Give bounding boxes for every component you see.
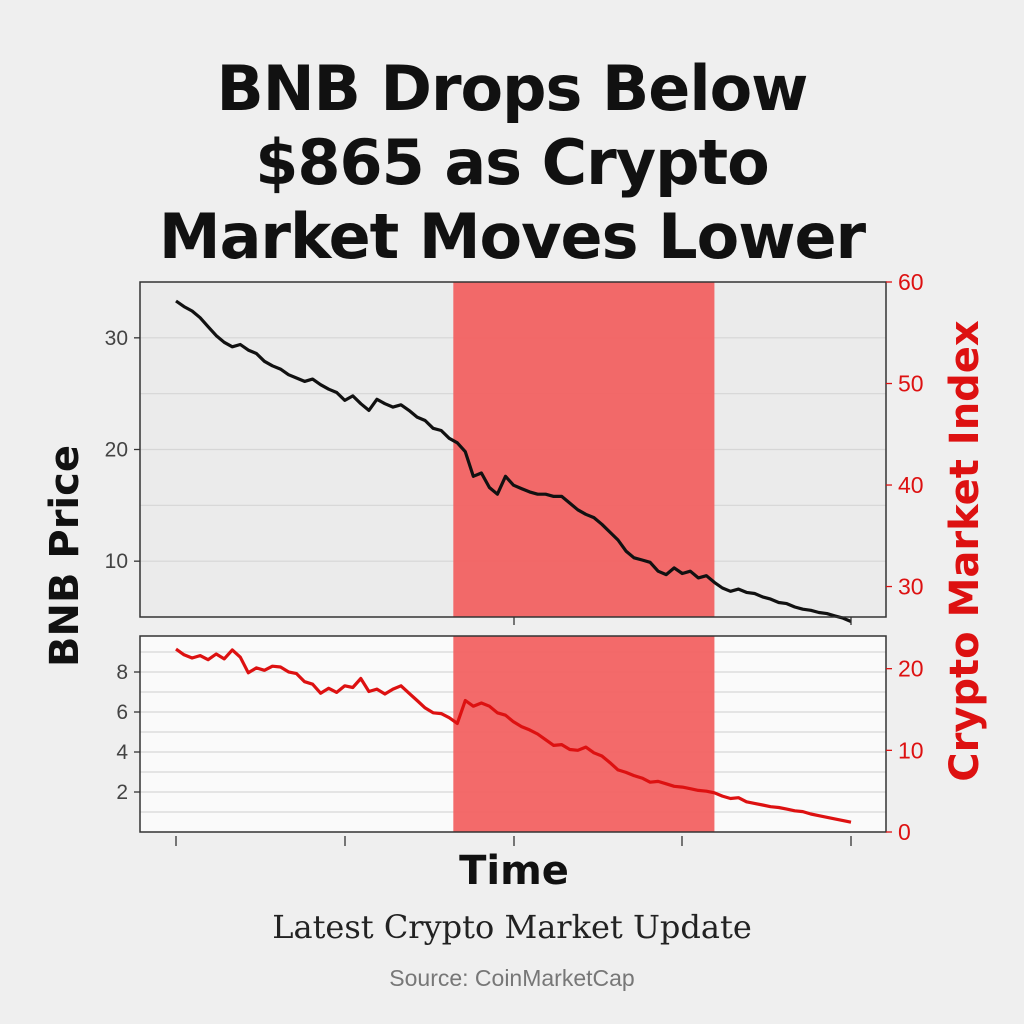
chart-title: BNB Drops Below $865 as Crypto Market Mo… (0, 52, 1024, 274)
top-highlight-band (453, 282, 715, 617)
bottom-panel-frame (139, 635, 887, 833)
y-axis-title-right: Crypto Market Index (942, 320, 988, 782)
bottom-right-tick-label: 10 (898, 737, 924, 763)
bottom-series-line (175, 647, 852, 824)
bottom-left-tick-label: 4 (116, 741, 128, 764)
title-line-1: BNB Drops Below (216, 52, 809, 125)
top-left-tick-label: 20 (105, 439, 128, 462)
bottom-left-tick-label: 8 (116, 661, 128, 684)
top-right-tick-label: 30 (898, 574, 924, 600)
source-note: Source: CoinMarketCap (389, 965, 635, 991)
bottom-highlight-band (453, 636, 715, 832)
y-axis-title-left: BNB Price (42, 445, 88, 667)
top-series-line (175, 299, 852, 623)
bottom-panel: 2 4 6 8 0 10 20 (116, 635, 924, 845)
top-left-tick-label: 30 (105, 327, 128, 350)
bottom-right-tick-label: 0 (898, 819, 911, 845)
title-line-2: $865 as Crypto (255, 126, 770, 199)
top-right-tick-label: 60 (898, 269, 924, 295)
x-axis-title: Time (459, 848, 569, 894)
bottom-left-tick-label: 2 (116, 781, 128, 804)
title-line-3: Market Moves Lower (158, 200, 866, 273)
bottom-left-tick-label: 6 (116, 701, 128, 724)
top-right-tick-label: 50 (898, 371, 924, 397)
top-panel: 10 20 30 30 40 50 60 (105, 269, 924, 623)
top-left-tick-label: 10 (105, 550, 128, 573)
bottom-right-tick-label: 20 (898, 656, 924, 682)
top-right-tick-label: 40 (898, 472, 924, 498)
chart-subtitle: Latest Crypto Market Update (272, 908, 752, 946)
